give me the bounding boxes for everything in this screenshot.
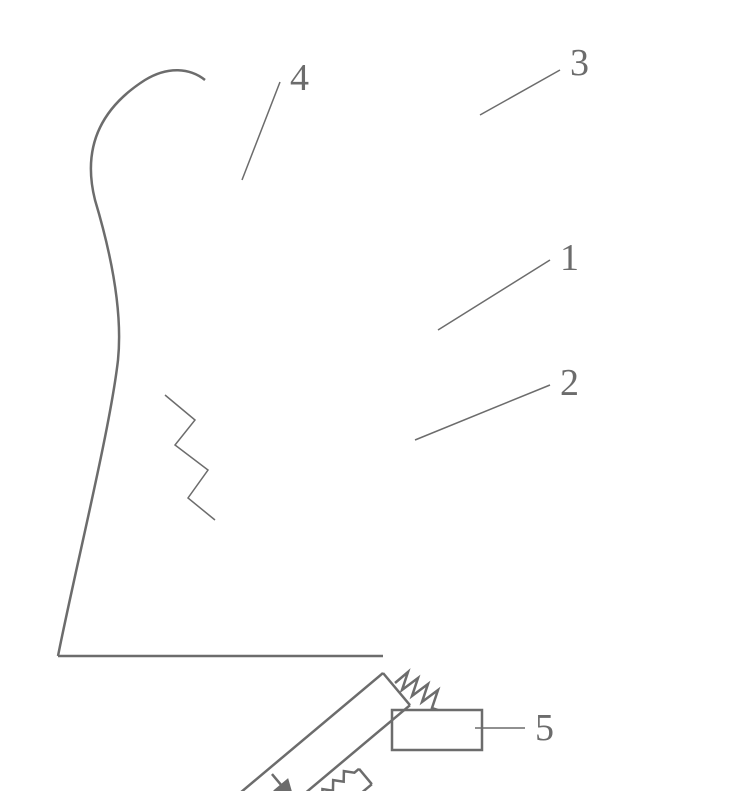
inner-channel <box>0 673 410 791</box>
bottom-block <box>392 710 482 750</box>
sawtooth-panel <box>0 763 372 791</box>
label-2: 2 <box>560 362 579 404</box>
leader-2 <box>415 385 550 440</box>
spring <box>395 672 438 710</box>
leader-1 <box>438 260 550 330</box>
leader-3 <box>480 70 560 115</box>
label-1: 1 <box>560 237 579 279</box>
leader-4 <box>242 82 280 180</box>
left-body <box>58 70 383 656</box>
label-4: 4 <box>290 57 309 99</box>
label-3: 3 <box>570 42 589 84</box>
label-5: 5 <box>535 707 554 749</box>
leaders <box>242 70 560 728</box>
slanted-assembly <box>0 673 508 791</box>
